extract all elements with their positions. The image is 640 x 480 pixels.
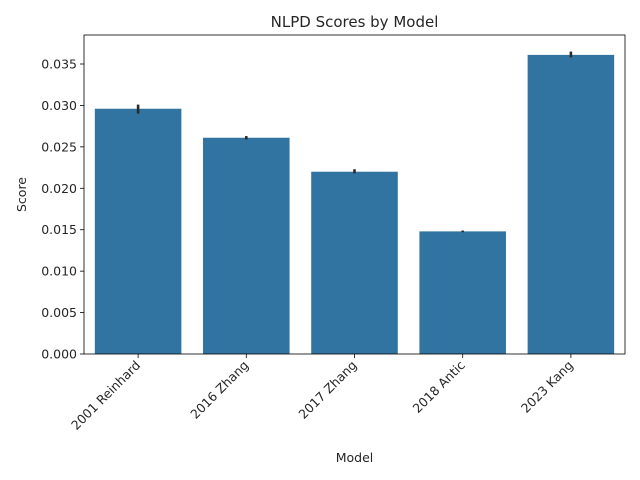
y-tick-label: 0.035: [41, 57, 77, 72]
y-axis-ticks: 0.000 0.005 0.010 0.015 0.020 0.025 0.030 0.035: [41, 57, 84, 362]
error-bars-group: [136, 51, 573, 233]
y-tick-label: 0.005: [41, 305, 77, 320]
x-axis-ticks: 2001 Reinhard 2016 Zhang 2017 Zhang 2018 An…: [68, 354, 576, 433]
x-tick-label: 2001 Reinhard: [68, 358, 143, 433]
bar: [311, 171, 398, 354]
y-axis-label: Score: [14, 177, 29, 212]
y-tick-label: 0.025: [41, 139, 77, 154]
y-tick-label: 0.000: [41, 347, 77, 362]
bar: [419, 231, 506, 354]
x-tick-label: 2018 Antic: [409, 357, 467, 415]
y-tick-label: 0.020: [41, 181, 77, 196]
y-tick-label: 0.010: [41, 264, 77, 279]
bar: [527, 54, 615, 355]
bar: [203, 137, 290, 354]
x-tick-label: 2016 Zhang: [187, 358, 251, 422]
y-tick-label: 0.030: [41, 98, 77, 113]
x-tick-label: 2017 Zhang: [295, 358, 359, 422]
bar: [94, 108, 182, 354]
bars-group: [94, 54, 615, 355]
x-tick-label: 2023 Kang: [518, 358, 576, 416]
y-tick-label: 0.015: [41, 222, 77, 237]
plot-frame: [83, 34, 626, 355]
chart-title: NLPD Scores by Model: [271, 13, 439, 31]
x-axis-label: Model: [336, 450, 374, 465]
